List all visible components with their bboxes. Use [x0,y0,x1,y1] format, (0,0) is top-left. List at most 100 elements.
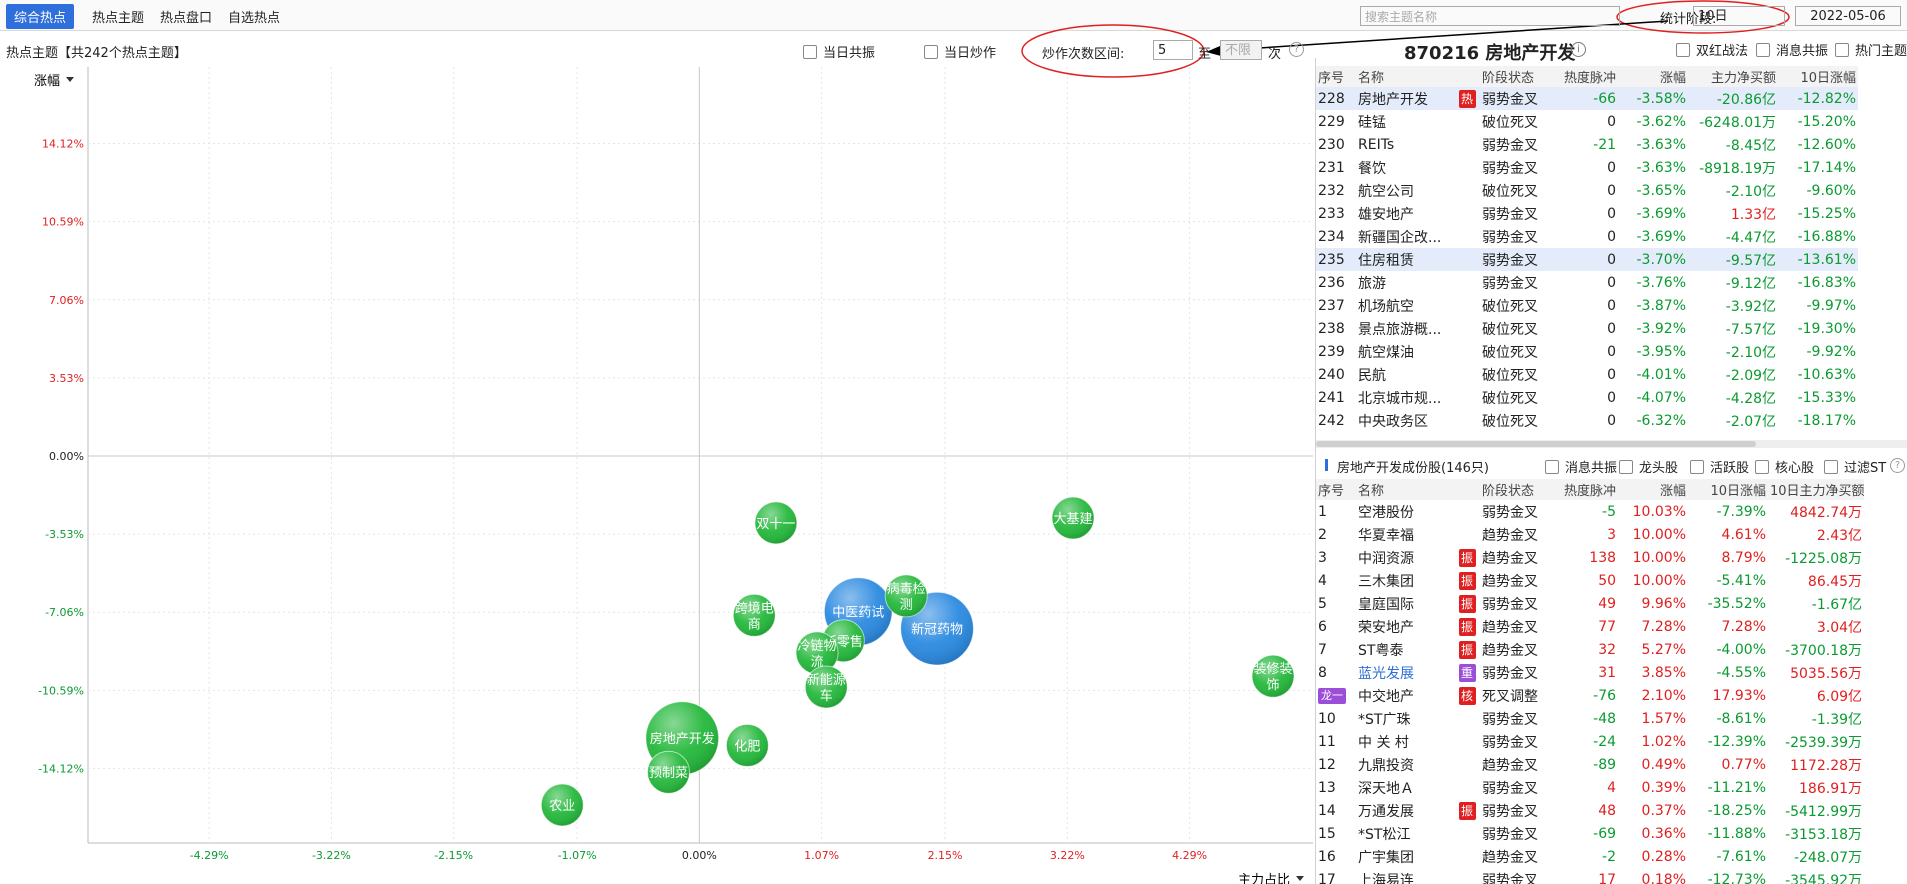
header-cell[interactable]: 热度脉冲 [1550,479,1619,500]
table-row[interactable]: 1 空港股份 弱势金叉 -5 10.03% -7.39% 4842.74万 [1316,500,1864,523]
checkbox[interactable]: 过滤ST [1824,457,1886,476]
table-row[interactable]: 7 ST粤泰 振趋势金叉 32 5.27% -4.00% -3700.18万 [1316,638,1864,661]
header-cell[interactable]: 阶段状态 [1480,66,1551,87]
table-row[interactable]: 13 深天地Ａ 弱势金叉 4 0.39% -11.21% 186.91万 [1316,776,1864,799]
header-cell[interactable]: 涨幅 [1618,479,1689,500]
checkbox[interactable]: 核心股 [1755,457,1814,476]
table-row[interactable]: 241 北京城市规... 破位死叉 0 -4.07% -4.28亿 -15.33% [1316,386,1858,409]
checkbox-label[interactable]: 过滤ST [1844,461,1887,476]
table-row[interactable]: 238 景点旅游概... 破位死叉 0 -3.92% -7.57亿 -19.30% [1316,317,1858,340]
checkbox-box[interactable] [924,45,938,59]
header-cell[interactable]: 10日涨幅 [1778,66,1859,87]
header-cell[interactable]: 10日涨幅 [1688,479,1769,500]
tab[interactable]: 综合热点 [6,4,75,29]
checkbox-label[interactable]: 核心股 [1775,461,1815,476]
table-row[interactable]: 6 荣安地产 振趋势金叉 77 7.28% 7.28% 3.04亿 [1316,615,1864,638]
search-box[interactable]: 搜索主题名称 [1360,6,1620,26]
checkbox-box[interactable] [1756,43,1770,57]
name-cell: 上海易连 [1358,872,1414,884]
table-row[interactable]: 230 REITs 弱势金叉 -21 -3.63% -8.45亿 -12.60% [1316,133,1858,156]
tab[interactable]: 热点主题 [92,11,145,26]
date-box[interactable]: 2022-05-06 [1795,6,1901,26]
range-from[interactable]: 5 [1153,40,1193,60]
table-row[interactable]: 240 民航 破位死叉 0 -4.01% -2.09亿 -10.63% [1316,363,1858,386]
table-row[interactable]: 17 上海易连 弱势金叉 17 0.18% -12.73% -3545.92万 [1316,868,1864,884]
table-row[interactable]: 239 航空煤油 破位死叉 0 -3.95% -2.10亿 -9.92% [1316,340,1858,363]
name-cell: 中润资源 [1358,550,1414,567]
table-row[interactable]: 10 *ST广珠 弱势金叉 -48 1.57% -8.61% -1.39亿 [1316,707,1864,730]
checkbox-label[interactable]: 消息共振 [1565,461,1618,476]
checkbox[interactable]: 消息共振 [1756,40,1828,59]
help-icon[interactable]: ? [1289,42,1304,57]
table-row[interactable]: 4 三木集团 振趋势金叉 50 10.00% -5.41% 86.45万 [1316,569,1864,592]
checkbox-label[interactable]: 当日共振 [823,46,876,61]
table-row[interactable]: 231 餐饮 弱势金叉 0 -3.63% -8918.19万 -17.14% [1316,156,1858,179]
cell: -3.70% [1618,248,1689,271]
panel-marker [1325,459,1328,471]
divider [1315,58,1316,884]
checkbox-label[interactable]: 消息共振 [1776,44,1829,59]
table-row[interactable]: 234 新疆国企改... 弱势金叉 0 -3.69% -4.47亿 -16.88% [1316,225,1858,248]
table-row[interactable]: 236 旅游 弱势金叉 0 -3.76% -9.12亿 -16.83% [1316,271,1858,294]
header-cell[interactable]: 阶段状态 [1480,479,1551,500]
checkbox-box[interactable] [1755,460,1769,474]
cell: 弱势金叉 [1482,711,1539,728]
table-row[interactable]: 235 住房租赁 弱势金叉 0 -3.70% -9.57亿 -13.61% [1316,248,1859,271]
table-row[interactable]: 15 *ST松江 弱势金叉 -69 0.36% -11.88% -3153.18万 [1316,822,1864,845]
table-row[interactable]: 11 中 关 村 弱势金叉 -24 1.02% -12.39% -2539.39万 [1316,730,1864,753]
checkbox[interactable]: 双红战法 [1676,40,1748,59]
table-row[interactable]: 3 中润资源 振趋势金叉 138 10.00% 8.79% -1225.08万 [1316,546,1864,569]
cell: -8.61% [1716,710,1767,727]
checkbox[interactable]: 消息共振 [1545,457,1617,476]
table-row[interactable]: 2 华夏幸福 趋势金叉 3 10.00% 4.61% 2.43亿 [1316,523,1864,546]
checkbox-box[interactable] [1676,43,1690,57]
table-row[interactable]: 14 万通发展 振弱势金叉 48 0.37% -18.25% -5412.99万 [1316,799,1864,822]
header-cell[interactable]: 热度脉冲 [1550,66,1619,87]
checkbox-box[interactable] [1835,43,1849,57]
table-row[interactable]: 12 九鼎投资 趋势金叉 -89 0.49% 0.77% 1172.28万 [1316,753,1864,776]
header-cell[interactable]: 名称 [1356,479,1481,500]
table-row[interactable]: 5 皇庭国际 振弱势金叉 49 9.96% -35.52% -1.67亿 [1316,592,1864,615]
stage-select[interactable]: 10日 [1693,6,1785,26]
x-tick-label: 1.07% [804,849,839,862]
tab[interactable]: 热点盘口 [160,11,213,26]
header-cell[interactable]: 名称 [1356,66,1481,87]
table-row[interactable]: 8 蓝光发展 重弱势金叉 31 3.85% -4.55% 5035.56万 [1316,661,1864,684]
checkbox[interactable]: 龙头股 [1619,457,1678,476]
checkbox[interactable]: 热门主题 [1835,40,1907,59]
header-cell[interactable]: 序号 [1316,479,1356,500]
help-icon[interactable]: ? [1890,458,1905,473]
table-row[interactable]: 232 航空公司 破位死叉 0 -3.65% -2.10亿 -9.60% [1316,179,1858,202]
checkbox-label[interactable]: 双红战法 [1696,44,1749,59]
table-row[interactable]: 229 硅锰 破位死叉 0 -3.62% -6248.01万 -15.20% [1316,110,1858,133]
table-row[interactable]: 242 中央政务区 破位死叉 0 -6.32% -2.07亿 -18.17% [1316,409,1858,432]
checkbox-label[interactable]: 当日炒作 [944,46,997,61]
checkbox-box[interactable] [1619,460,1633,474]
checkbox-label[interactable]: 热门主题 [1855,44,1907,59]
table-row[interactable]: 16 广宇集团 趋势金叉 -2 0.28% -7.61% -248.07万 [1316,845,1864,868]
checkbox[interactable]: 当日共振 [803,42,875,61]
x-tick-label: -2.15% [434,849,473,862]
header-cell[interactable]: 10日主力净买额 [1768,479,1865,500]
table-row[interactable]: 228 房地产开发热弱势金叉 -66 -3.58% -20.86亿 -12.82% [1316,87,1859,110]
tab[interactable]: 自选热点 [228,11,281,26]
header-cell[interactable]: 涨幅 [1618,66,1689,87]
checkbox-box[interactable] [1545,460,1559,474]
table-row[interactable]: 龙一 中交地产 核死叉调整 -76 2.10% 17.93% 6.09亿 [1316,684,1864,707]
table-row[interactable]: 237 机场航空 破位死叉 0 -3.87% -3.92亿 -9.97% [1316,294,1858,317]
scrollbar[interactable] [1316,440,1907,448]
checkbox-box[interactable] [1690,460,1704,474]
checkbox[interactable]: 活跃股 [1690,457,1749,476]
checkbox[interactable]: 当日炒作 [924,42,996,61]
range-to[interactable]: 不限 [1220,40,1262,60]
checkbox-box[interactable] [803,45,817,59]
checkbox-label[interactable]: 活跃股 [1710,461,1750,476]
header-cell[interactable]: 主力净买额 [1688,66,1779,87]
scroll-thumb[interactable] [1316,441,1756,447]
info-icon[interactable]: i [1571,42,1586,57]
cell: 240 [1318,366,1345,383]
checkbox-box[interactable] [1824,460,1838,474]
checkbox-label[interactable]: 龙头股 [1639,461,1679,476]
header-cell[interactable]: 序号 [1316,66,1356,87]
table-row[interactable]: 233 雄安地产 弱势金叉 0 -3.69% 1.33亿 -15.25% [1316,202,1858,225]
